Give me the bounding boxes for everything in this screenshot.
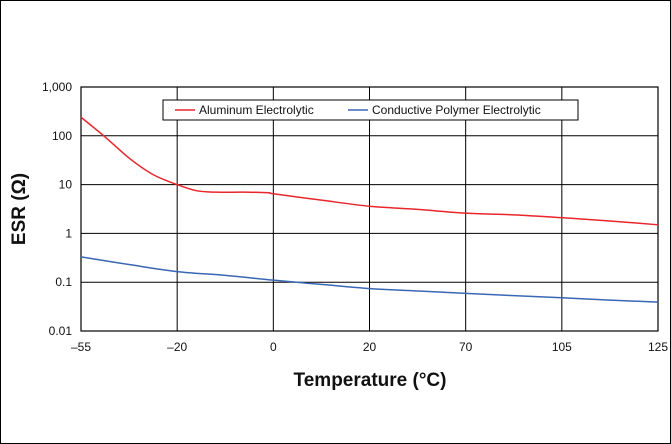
x-axis-title: Temperature (°C) (294, 370, 447, 391)
y-tick-label: 1,000 (42, 80, 72, 94)
y-axis-title: ESR (Ω) (9, 173, 30, 245)
series-line-aluminum-electrolytic (80, 116, 659, 226)
legend-label-polymer: Conductive Polymer Electrolytic (372, 103, 541, 117)
legend: Aluminum Electrolytic Conductive Polymer… (162, 99, 579, 121)
y-tick-label: 0.01 (49, 324, 73, 338)
x-tick-label: –20 (167, 340, 187, 354)
x-tick-label: 125 (648, 340, 668, 354)
y-tick-label: 10 (59, 178, 73, 192)
series-line-conductive-polymer (80, 256, 659, 303)
y-tick-label: 1 (65, 226, 72, 240)
legend-label-aluminum: Aluminum Electrolytic (199, 103, 314, 117)
x-tick-label: 0 (270, 340, 277, 354)
x-tick-label: 105 (552, 340, 572, 354)
legend-box (162, 99, 579, 121)
x-tick-label: 70 (459, 340, 473, 354)
y-tick-label: 0.1 (55, 275, 72, 289)
x-tick-label: –55 (71, 340, 91, 354)
x-tick-label: 20 (363, 340, 377, 354)
y-tick-label: 100 (52, 129, 72, 143)
